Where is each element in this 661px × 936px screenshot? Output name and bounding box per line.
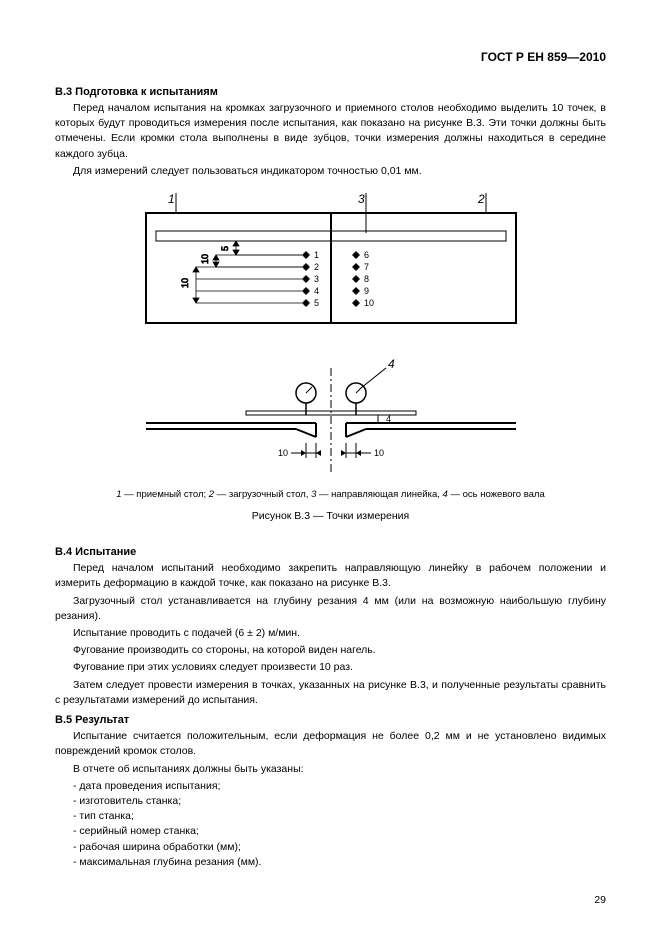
page-number: 29: [594, 894, 606, 906]
section-b3-title: В.3 Подготовка к испытаниям: [55, 86, 606, 98]
svg-text:6: 6: [364, 250, 369, 260]
b4-p6: Затем следует провести измерения в точка…: [55, 678, 606, 708]
svg-text:4: 4: [386, 414, 391, 424]
svg-text:10: 10: [364, 298, 374, 308]
b4-p2: Загрузочный стол устанавливается на глуб…: [55, 594, 606, 624]
section-b4-title: В.4 Испытание: [55, 546, 606, 558]
svg-text:1: 1: [314, 250, 319, 260]
section-b5-title: В.5 Результат: [55, 714, 606, 726]
callout-1: 1: [168, 193, 175, 206]
b4-p4: Фугование производить со стороны, на кот…: [55, 643, 606, 658]
list-item: тип станка;: [73, 809, 606, 824]
svg-text:3: 3: [314, 274, 319, 284]
dim-lines: 5 10 10: [180, 241, 306, 303]
svg-text:5: 5: [220, 246, 230, 251]
b5-p2: В отчете об испытаниях должны быть указа…: [55, 762, 606, 777]
svg-text:10: 10: [200, 254, 210, 264]
svg-text:7: 7: [364, 262, 369, 272]
callout-2: 2: [477, 193, 485, 206]
figure-title: Рисунок В.3 — Точки измерения: [55, 510, 606, 522]
b4-p3: Испытание проводить с подачей (6 ± 2) м/…: [55, 626, 606, 641]
b5-p1: Испытание считается положительным, если …: [55, 729, 606, 759]
b3-p2: Для измерений следует пользоваться индик…: [55, 164, 606, 179]
svg-text:4: 4: [388, 357, 395, 371]
figure-legend: 1 — приемный стол; 2 — загрузочный стол,…: [55, 489, 606, 500]
svg-text:2: 2: [314, 262, 319, 272]
b3-p1: Перед началом испытания на кромках загру…: [55, 101, 606, 162]
b5-list: дата проведения испытания; изготовитель …: [73, 779, 606, 870]
svg-text:8: 8: [364, 274, 369, 284]
b4-p5: Фугование при этих условиях следует прои…: [55, 660, 606, 675]
doc-header: ГОСТ Р ЕН 859—2010: [55, 50, 606, 64]
callout-3: 3: [358, 193, 365, 206]
figure-b3: 1 3 2 1 2 3 4 5: [55, 193, 606, 483]
svg-text:5: 5: [314, 298, 319, 308]
svg-text:4: 4: [314, 286, 319, 296]
list-item: изготовитель станка;: [73, 794, 606, 809]
b4-p1: Перед началом испытаний необходимо закре…: [55, 561, 606, 591]
svg-text:10: 10: [277, 448, 287, 458]
list-item: дата проведения испытания;: [73, 779, 606, 794]
list-item: серийный номер станка;: [73, 824, 606, 839]
svg-text:10: 10: [180, 278, 190, 288]
list-item: максимальная глубина резания (мм).: [73, 855, 606, 870]
list-item: рабочая ширина обработки (мм);: [73, 840, 606, 855]
right-points: 6 7 8 9 10: [352, 250, 374, 308]
svg-text:10: 10: [374, 448, 384, 458]
side-view: 4 4 10 10: [146, 357, 516, 473]
svg-text:9: 9: [364, 286, 369, 296]
